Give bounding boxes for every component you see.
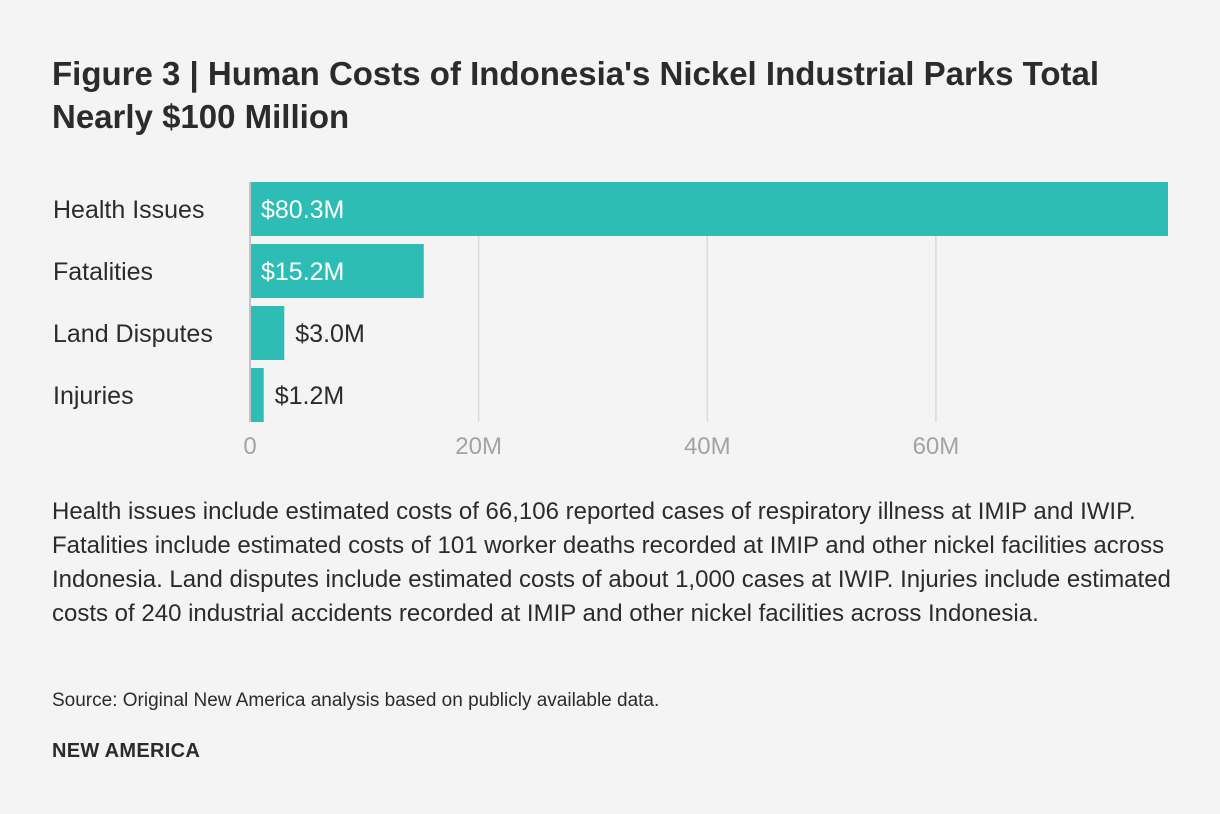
source-note: Source: Original New America analysis ba…: [52, 690, 660, 711]
category-label: Health Issues: [53, 196, 204, 224]
x-tick-label: 20M: [455, 433, 502, 460]
bars: [250, 182, 1168, 422]
bar-health-issues: [250, 182, 1168, 236]
x-tick-label: 40M: [684, 433, 731, 460]
data-label: $1.2M: [275, 382, 344, 410]
category-label: Fatalities: [53, 258, 153, 286]
category-labels: Health Issues Fatalities Land Disputes Inju…: [53, 196, 213, 410]
data-label: $3.0M: [295, 320, 364, 348]
x-axis-ticks: 0 20M 40M 60M: [243, 433, 959, 460]
x-tick-label: 0: [243, 433, 256, 460]
category-label: Injuries: [53, 382, 134, 410]
bar-chart-svg: Health Issues Fatalities Land Disputes Inju…: [53, 182, 1168, 460]
bar-land-disputes: [250, 306, 285, 360]
bar-chart: Health Issues Fatalities Land Disputes Inju…: [0, 170, 1220, 470]
data-label: $15.2M: [261, 258, 344, 286]
brand-logo: NEW AMERICA: [52, 740, 201, 762]
category-label: Land Disputes: [53, 320, 213, 348]
chart-title: Figure 3 | Human Costs of Indonesia's Ni…: [52, 55, 1100, 135]
value-labels: $80.3M $15.2M $3.0M $1.2M: [261, 196, 365, 410]
data-label: $80.3M: [261, 196, 344, 224]
bar-fatalities: [250, 244, 424, 298]
x-tick-label: 60M: [913, 433, 960, 460]
bar-injuries: [250, 368, 264, 422]
chart-description: Health issues include estimated costs of…: [52, 498, 1171, 627]
